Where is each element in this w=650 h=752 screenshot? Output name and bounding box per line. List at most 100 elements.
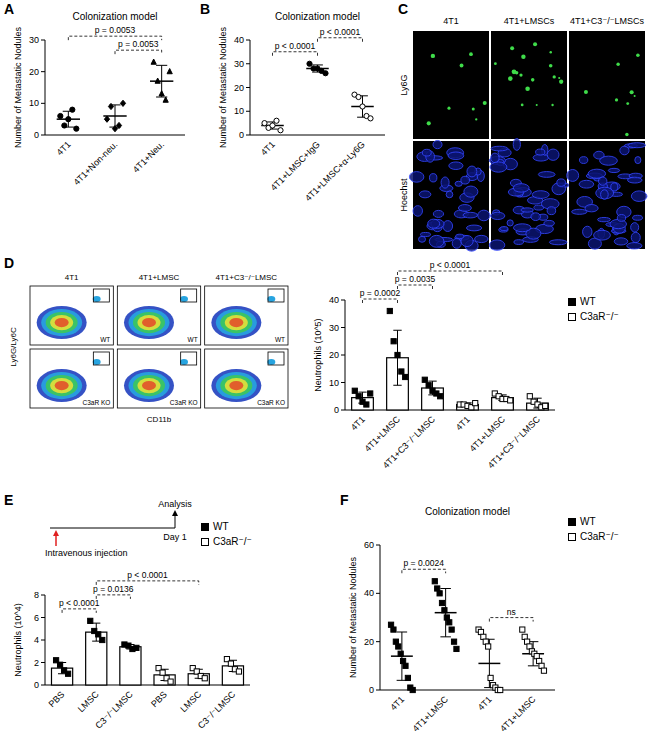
plot-frame <box>205 286 288 345</box>
flow-plot: C3aR KO <box>30 349 113 408</box>
y-tick <box>341 382 345 383</box>
y-tick <box>41 71 45 72</box>
signal <box>626 102 629 105</box>
legend-marker <box>569 534 576 541</box>
row-label: WT <box>100 336 110 343</box>
y-tick-label: 30 <box>29 35 39 45</box>
error-bar <box>195 669 203 678</box>
data-area <box>57 59 174 132</box>
point <box>167 69 172 74</box>
panel: 010203040Number of Metastatic Nodules4T1… <box>218 11 385 203</box>
x-axis-label: CD11b <box>147 415 172 424</box>
bracket-line <box>115 50 162 54</box>
density <box>142 318 156 327</box>
point <box>439 600 444 605</box>
bracket: p = 0.0035 <box>395 274 436 289</box>
signal <box>584 90 588 94</box>
density <box>211 369 261 402</box>
annotation: p < 0.0001 <box>430 260 471 270</box>
micrograph <box>409 140 490 251</box>
x-tick-label: 4T1+C3⁻/⁻LMSC <box>381 414 437 470</box>
y-tick <box>376 593 380 594</box>
bracket: p < 0.0001 <box>273 41 318 56</box>
bracket: p = 0.0136 <box>93 584 134 599</box>
nuclei <box>536 149 545 155</box>
flow-plot: WT <box>205 286 288 345</box>
micrograph <box>569 31 645 139</box>
signal <box>494 62 497 65</box>
signal <box>525 87 530 92</box>
density <box>124 306 174 339</box>
data-area <box>352 308 549 410</box>
point <box>160 670 165 675</box>
point <box>541 668 546 673</box>
density <box>133 375 165 396</box>
y-tick <box>41 103 45 104</box>
annotation: p = 0.0035 <box>395 274 436 284</box>
point <box>163 97 168 102</box>
row-label: C3aR KO <box>83 399 111 406</box>
nuclei <box>557 179 566 186</box>
bar <box>222 666 243 685</box>
legend-label: WT <box>580 296 596 307</box>
data-area <box>261 61 374 133</box>
nuclei <box>448 152 464 159</box>
row-label: Hoechst <box>399 178 409 212</box>
point <box>134 645 139 650</box>
point <box>399 369 404 374</box>
point <box>473 401 478 406</box>
point <box>274 118 279 123</box>
point <box>442 608 447 613</box>
row-label: WT <box>188 336 198 343</box>
point <box>65 671 70 676</box>
nuclei <box>446 191 453 198</box>
row-label: WT <box>275 336 285 343</box>
point <box>62 123 67 128</box>
error-cap <box>528 665 539 666</box>
x-tick-label: PBS <box>149 689 169 709</box>
error-cap <box>92 623 100 624</box>
point <box>508 398 513 403</box>
density <box>216 372 257 399</box>
density <box>93 359 101 365</box>
point <box>410 687 415 692</box>
y-tick <box>341 355 345 356</box>
plot-frame <box>205 349 288 408</box>
nuclei <box>441 177 449 188</box>
point <box>159 91 164 96</box>
point <box>449 627 454 632</box>
legend-label: WT <box>213 521 229 532</box>
nuclei <box>585 205 598 212</box>
y-tick-label: 0 <box>34 680 39 690</box>
nuclei <box>549 240 567 245</box>
row-label: C3aR KO <box>257 399 285 406</box>
point <box>395 352 400 357</box>
nuclei <box>635 157 641 164</box>
x-axis <box>345 410 555 411</box>
density <box>225 315 248 330</box>
y-tick-label: 10 <box>234 106 244 116</box>
nuclei <box>456 234 464 238</box>
density <box>138 315 161 330</box>
signal <box>510 46 514 50</box>
density <box>41 372 82 399</box>
legend-label: WT <box>580 516 596 527</box>
y-axis-label: Number of Metastatic Nodules <box>218 26 228 148</box>
micrograph-panel: 4T14T1+LMSCs4T1+C3⁻/⁻LMSCsLy6GHoechst <box>399 16 647 251</box>
point <box>120 100 125 106</box>
signal <box>536 104 538 106</box>
y-tick <box>341 327 345 328</box>
bracket: p = 0.0053 <box>115 39 162 54</box>
signal <box>483 101 487 105</box>
density <box>37 306 87 339</box>
y-tick <box>376 690 380 691</box>
point <box>451 639 456 644</box>
density <box>180 296 188 302</box>
nuclei <box>513 184 529 192</box>
point <box>352 388 357 393</box>
nuclei <box>514 240 524 245</box>
nuclei <box>489 240 505 250</box>
y-tick-label: 10 <box>329 378 339 388</box>
arrow-head <box>53 530 59 536</box>
signal <box>472 107 475 110</box>
